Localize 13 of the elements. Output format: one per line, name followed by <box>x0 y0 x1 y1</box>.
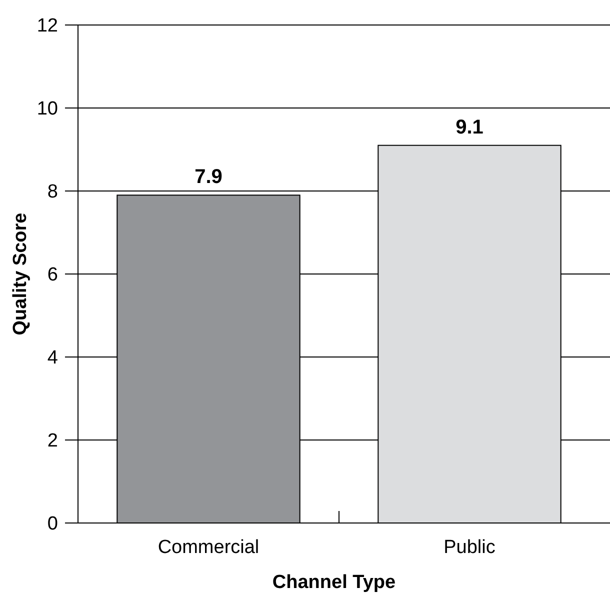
x-tick-label: Commercial <box>158 537 260 558</box>
y-tick-label: 8 <box>47 182 58 203</box>
y-tick-label: 6 <box>47 264 58 286</box>
data-label: 9.1 <box>456 116 484 138</box>
y-tick-label: 2 <box>47 430 58 452</box>
x-tick-label: Public <box>444 537 496 558</box>
y-tick-label: 0 <box>47 514 58 535</box>
x-axis-title: Channel Type <box>272 572 396 593</box>
y-axis-title: Quality Score <box>10 212 31 336</box>
y-tick-label: 12 <box>36 16 58 37</box>
data-label: 7.9 <box>194 166 222 188</box>
y-tick-label: 4 <box>47 348 58 369</box>
y-tick-label: 10 <box>36 98 58 120</box>
